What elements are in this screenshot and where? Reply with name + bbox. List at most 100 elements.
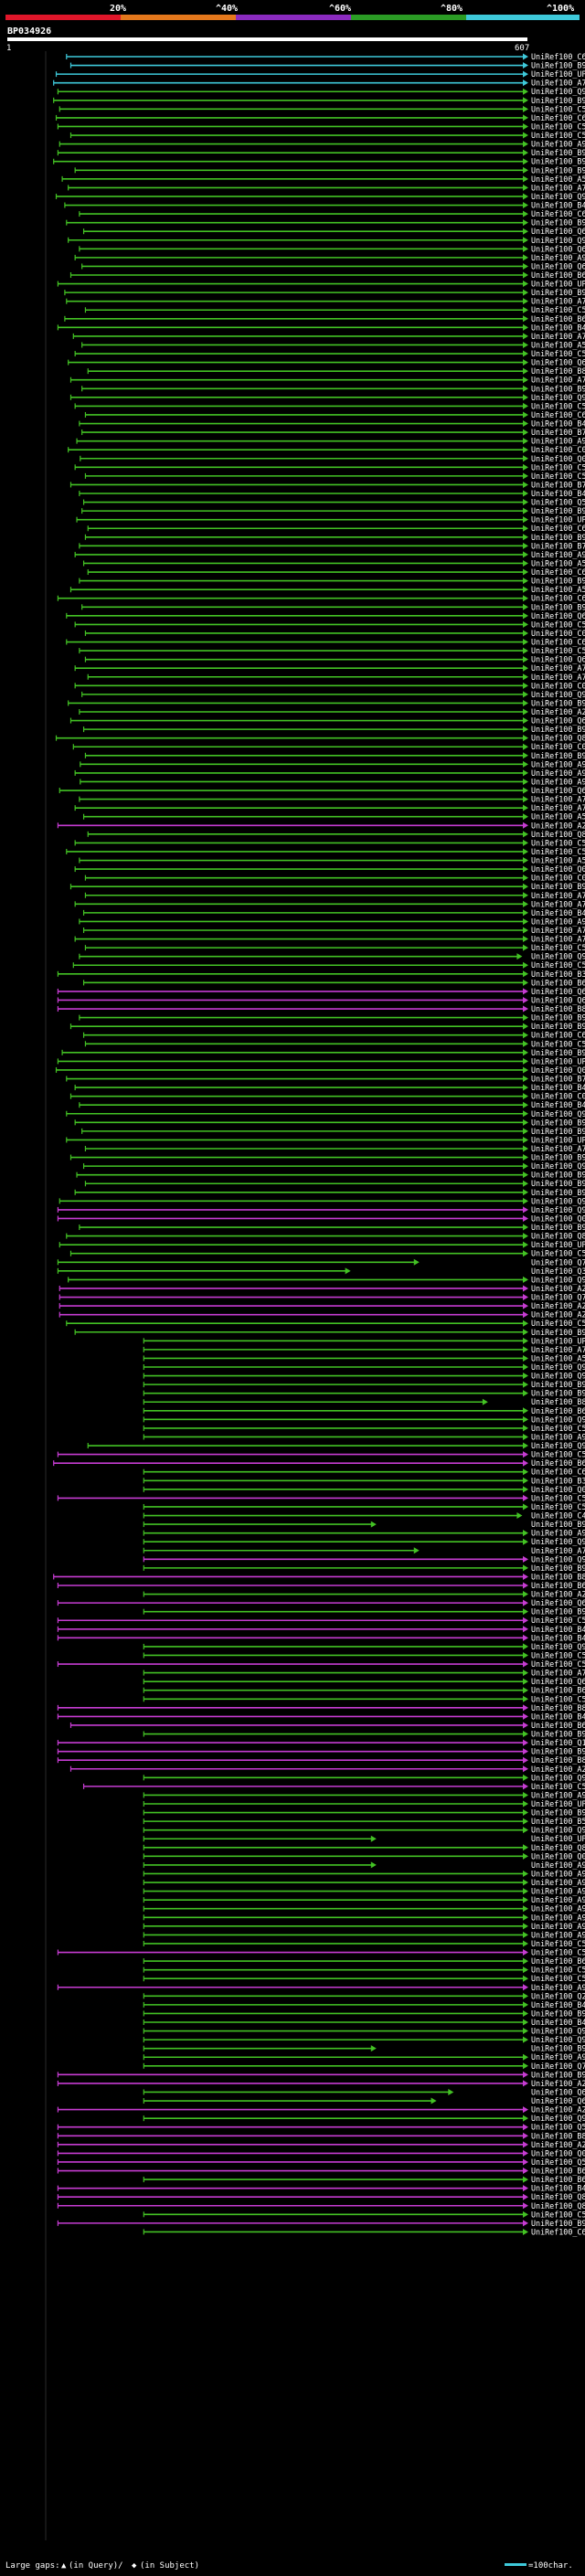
hit-row[interactable]: UniRef100_C5XLN9 <box>57 1948 585 1957</box>
hit-label[interactable]: UniRef100_A9P996 <box>531 1529 585 1538</box>
hit-label[interactable]: UniRef100_Q0J3I1 <box>531 1214 585 1223</box>
hit-label[interactable]: UniRef100_C5Y9H8 <box>531 1650 585 1659</box>
hit-label[interactable]: UniRef100_Q6ZLT9 <box>531 1598 585 1607</box>
hit-row[interactable]: UniRef100_C6TMZ3 <box>87 524 585 533</box>
hit-label[interactable]: UniRef100_B9EUW4 <box>531 2219 585 2228</box>
hit-row[interactable]: UniRef100_Q5VP33 <box>82 498 585 507</box>
hit-label[interactable]: UniRef100_C5Z229 <box>531 462 585 472</box>
hit-row[interactable]: UniRef100_C5XNC3 <box>143 1424 585 1433</box>
hit-label[interactable]: UniRef100_C6SZ8Y <box>531 209 585 218</box>
hit-row[interactable]: UniRef100_B9GD83 <box>84 751 585 760</box>
hit-label[interactable]: UniRef100_Q6JCZ5 <box>531 1677 585 1686</box>
hit-label[interactable]: UniRef100_C5XRS9 <box>531 1502 585 1511</box>
hit-row[interactable]: UniRef100_A7PPP2 <box>84 1144 585 1153</box>
hit-row[interactable]: UniRef100_A2ZRX2 <box>58 1310 585 1320</box>
hit-row[interactable]: UniRef100_A2XS39 <box>58 1284 585 1293</box>
hit-row[interactable]: UniRef100_A5BZ86 <box>61 175 585 184</box>
hit-row[interactable]: UniRef100_B8BE57 <box>57 1004 585 1013</box>
hit-label[interactable]: UniRef100_A9SS15 <box>531 1790 585 1799</box>
hit-label[interactable]: UniRef100_B4G1L0 <box>531 1083 585 1092</box>
hit-row[interactable]: UniRef100_B4FSN7 <box>79 1100 585 1109</box>
hit-row[interactable]: UniRef100_C5WPW7 <box>72 960 585 970</box>
hit-row[interactable]: UniRef100_Q8LD29 <box>66 1232 585 1241</box>
hit-row[interactable]: UniRef100_Q8LB81 <box>57 2201 585 2210</box>
hit-row[interactable]: UniRef100_B6TE27 <box>57 2167 585 2176</box>
hit-row[interactable]: UniRef100_Q94CH8-2 <box>87 1441 585 1450</box>
hit-label[interactable]: UniRef100_B4G053 <box>531 1712 585 1721</box>
hit-label[interactable]: UniRef100_Q9ZVH7-2 <box>531 1109 585 1118</box>
hit-row[interactable]: UniRef100_B9N2M9 <box>69 61 585 70</box>
hit-label[interactable]: UniRef100_Q5VP33 <box>531 498 585 507</box>
hit-row[interactable]: UniRef100_B9RRT8 <box>143 1564 585 1573</box>
hit-label[interactable]: UniRef100_Q7XE38 <box>531 1293 585 1302</box>
hit-row[interactable]: UniRef100_Q70VI0 <box>57 1257 585 1267</box>
hit-row[interactable]: UniRef100_Q9ZUE4 <box>143 1537 585 1546</box>
hit-row[interactable]: UniRef100_Q651E3 <box>57 987 585 996</box>
hit-label[interactable]: UniRef100_Q8LB81-2 <box>531 2192 585 2201</box>
hit-label[interactable]: UniRef100_A9NLS1 <box>531 777 585 786</box>
hit-label[interactable]: UniRef100_B9HWT1 <box>531 1389 585 1398</box>
hit-row[interactable]: UniRef100_A9P3B6 <box>143 1887 585 1896</box>
hit-label[interactable]: UniRef100_B4FBC4 <box>531 201 585 210</box>
hit-label[interactable]: UniRef100_A7NSR5 <box>531 899 585 908</box>
hit-label[interactable]: UniRef100_C6TMZ3 <box>531 524 585 533</box>
hit-label[interactable]: UniRef100_Q94CH8-2 <box>531 1441 585 1450</box>
hit-label[interactable]: UniRef100_C5XLN9 <box>531 1948 585 1957</box>
hit-row[interactable]: UniRef100_B9SN62 <box>79 1223 585 1232</box>
hit-row[interactable]: UniRef100_B4FJZ6 <box>82 908 585 917</box>
hit-row[interactable]: UniRef100_C5YBW1 <box>143 1974 585 1983</box>
hit-row[interactable]: UniRef100_C5ZCZ1 <box>66 1319 585 1328</box>
hit-row[interactable]: UniRef100_B4G1L0 <box>74 1083 585 1092</box>
hit-label[interactable]: UniRef100_Q5QLD0 <box>531 2123 585 2132</box>
hit-row[interactable]: UniRef100_B8BKH4 <box>87 366 585 376</box>
hit-row[interactable]: UniRef100_A9SVW1 <box>57 1983 585 1992</box>
hit-row[interactable]: UniRef100_Q9C648 <box>143 1773 585 1782</box>
hit-row[interactable]: UniRef100_B9HWT1 <box>143 1389 585 1398</box>
hit-row[interactable]: UniRef100_A9TAB3 <box>143 1432 585 1441</box>
hit-label[interactable]: UniRef100_B6TIJ2 <box>531 978 585 987</box>
hit-label[interactable]: UniRef100_C5XNC3 <box>531 1424 585 1433</box>
hit-row[interactable]: UniRef100_Q8LB81-2 <box>57 2192 585 2201</box>
hit-row[interactable]: UniRef100_Q9SJ84 <box>55 192 585 201</box>
hit-label[interactable]: UniRef100_C0PNH0 <box>531 742 585 751</box>
hit-row[interactable]: UniRef100_UP000... <box>66 1135 585 1144</box>
hit-label[interactable]: UniRef100_A5AML4 <box>531 856 585 865</box>
hit-label[interactable]: UniRef100_C5XVI9 <box>531 646 585 655</box>
hit-label[interactable]: UniRef100_A2WN87 <box>531 2140 585 2149</box>
hit-row[interactable]: UniRef100_A5B8C6 <box>82 812 585 822</box>
hit-row[interactable]: UniRef100_A9P3B7 <box>143 1878 585 1887</box>
hit-label[interactable]: UniRef100_C6TE07 <box>531 594 585 603</box>
hit-row[interactable]: UniRef100_Q94CH7 <box>143 1415 585 1424</box>
hit-row[interactable]: UniRef100_A2X9R8 <box>69 1765 585 1774</box>
hit-row[interactable]: UniRef100_B6T435 <box>143 2175 585 2184</box>
hit-row[interactable]: UniRef100_C5WPL7 <box>143 1694 585 1703</box>
hit-label[interactable]: UniRef100_Q9XAI2 <box>531 2114 585 2123</box>
hit-row[interactable]: UniRef100_B9SRK9 <box>74 1118 585 1127</box>
hit-row[interactable]: UniRef100_C6TNU9 <box>55 113 585 122</box>
hit-label[interactable]: UniRef100_C6TNI6 <box>531 638 585 647</box>
hit-row[interactable]: UniRef100_B9HS13 <box>84 1179 585 1188</box>
hit-label[interactable]: UniRef100_B8AEG3 <box>531 1703 585 1712</box>
hit-label[interactable]: UniRef100_Q3E7M4 <box>531 1267 585 1276</box>
hit-row[interactable]: UniRef100_C5XRS9 <box>143 1502 585 1511</box>
hit-row[interactable]: UniRef100_C5XSU0 <box>57 1616 585 1625</box>
hit-label[interactable]: UniRef100_Q9SJ84 <box>531 192 585 201</box>
hit-row[interactable]: UniRef100_A9P6S2 <box>58 140 585 149</box>
hit-label[interactable]: UniRef100_B9SJJ0 <box>531 506 585 515</box>
hit-row[interactable]: UniRef100_C6SZ8Y <box>79 209 585 218</box>
hit-label[interactable]: UniRef100_B9RNY2 <box>531 1328 585 1337</box>
hit-row[interactable]: UniRef100_B9HQK9 <box>69 1153 585 1162</box>
hit-label[interactable]: UniRef100_A2XS39 <box>531 1284 585 1293</box>
hit-row[interactable]: UniRef100_B8AG69 <box>143 1397 585 1406</box>
hit-row[interactable]: UniRef100_A2WN87 <box>57 2140 585 2149</box>
hit-label[interactable]: UniRef100_A7NY66 <box>531 1345 585 1354</box>
hit-row[interactable]: UniRef100_C5YMZ0 <box>57 1450 585 1459</box>
hit-label[interactable]: UniRef100_C6TMM7 <box>531 1031 585 1040</box>
hit-row[interactable]: UniRef100_B9RQB5 <box>79 1013 585 1023</box>
hit-label[interactable]: UniRef100_A5BS76 <box>531 340 585 349</box>
hit-row[interactable]: UniRef100_C5Z3Y9 <box>74 838 585 847</box>
hit-row[interactable]: UniRef100_C6TE94 <box>66 52 585 61</box>
hit-label[interactable]: UniRef100_UP000... <box>531 515 585 525</box>
hit-row[interactable]: UniRef100_B9HB42 <box>79 577 585 586</box>
hit-label[interactable]: UniRef100_C5Z491 <box>531 1966 585 1975</box>
